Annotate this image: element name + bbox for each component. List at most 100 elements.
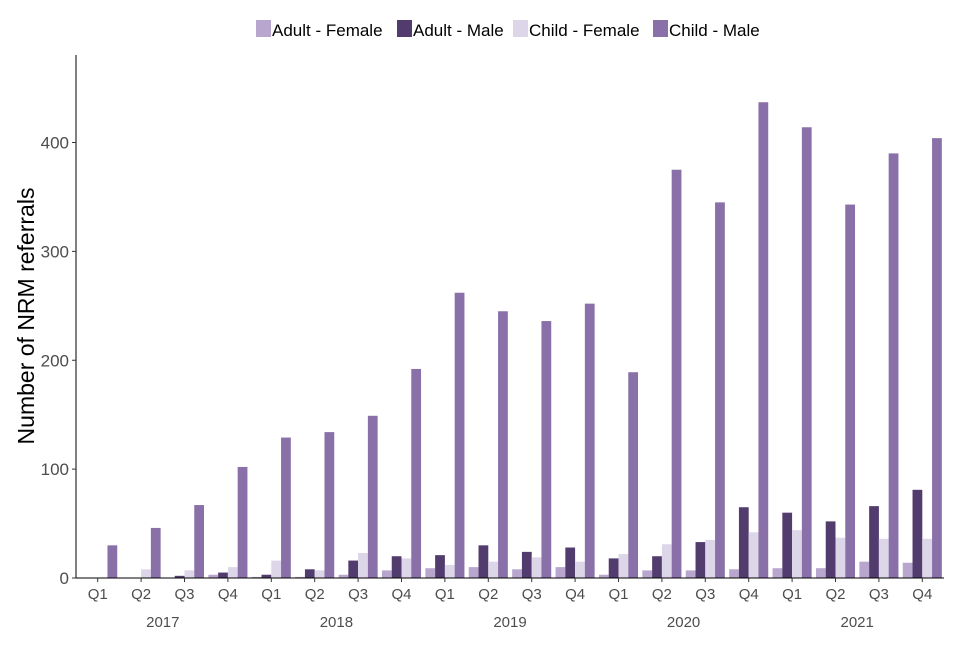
bar-child-male-10 (541, 321, 552, 578)
bar-child-male-5 (324, 432, 335, 578)
bar-adult-female-9 (468, 567, 479, 578)
bar-adult-male-13 (652, 556, 662, 578)
bar-adult-male-14 (695, 542, 706, 578)
bar-adult-female-18 (859, 561, 870, 578)
x-tick-label: Q3 (522, 586, 542, 603)
year-label: 2019 (493, 614, 526, 631)
bar-child-female-8 (444, 564, 455, 578)
x-tick-label: Q2 (652, 586, 672, 603)
bar-adult-male-9 (478, 545, 489, 578)
bar-child-male-7 (411, 368, 422, 578)
x-tick-label: Q3 (348, 586, 368, 603)
y-tick-label: 400 (41, 134, 69, 153)
bar-adult-female-14 (685, 570, 696, 578)
bar-adult-male-10 (521, 551, 532, 578)
x-tick-label: Q3 (174, 586, 194, 603)
y-tick-label: 300 (41, 242, 69, 261)
y-axis-title: Number of NRM referrals (13, 188, 39, 445)
bar-child-male-18 (888, 153, 899, 578)
bar-child-male-17 (845, 204, 856, 578)
x-tick-label: Q4 (391, 586, 411, 603)
x-tick-label: Q2 (825, 586, 845, 603)
bar-adult-female-17 (815, 568, 826, 578)
bar-adult-male-4 (261, 574, 272, 578)
bar-child-male-19 (932, 138, 942, 578)
x-tick-label: Q4 (218, 586, 238, 603)
bar-adult-female-8 (425, 568, 436, 578)
y-tick-label: 0 (60, 569, 69, 588)
bar-child-female-6 (358, 552, 368, 578)
bar-child-female-12 (618, 554, 629, 578)
bar-child-female-2 (184, 570, 195, 578)
bar-child-female-7 (401, 558, 412, 578)
legend-swatch (653, 20, 668, 37)
x-tick-label: Q2 (305, 586, 325, 603)
bar-adult-male-11 (565, 547, 576, 578)
bar-child-male-12 (628, 372, 639, 578)
bar-child-male-2 (194, 505, 205, 578)
bar-child-female-1 (141, 569, 151, 578)
bar-child-male-3 (237, 466, 248, 578)
bar-child-male-0 (107, 545, 118, 578)
legend-label: Child - Female (529, 21, 640, 40)
x-tick-label: Q3 (869, 586, 889, 603)
bar-child-male-14 (715, 202, 725, 578)
bar-child-female-15 (748, 532, 759, 578)
bar-adult-female-15 (729, 569, 739, 578)
bar-adult-female-10 (512, 569, 522, 578)
x-tick-label: Q4 (565, 586, 585, 603)
legend-swatch (397, 20, 412, 37)
legend-swatch (256, 20, 271, 37)
x-tick-label: Q1 (435, 586, 455, 603)
year-label: 2020 (667, 614, 700, 631)
year-label: 2021 (841, 614, 874, 631)
bar-child-female-14 (705, 539, 716, 578)
x-tick-label: Q4 (739, 586, 759, 603)
bar-adult-male-3 (218, 572, 228, 578)
bar-adult-male-6 (348, 560, 359, 578)
x-tick-label: Q1 (88, 586, 108, 603)
bar-child-female-5 (314, 570, 325, 578)
x-tick-label: Q2 (478, 586, 498, 603)
bar-child-male-13 (671, 169, 682, 578)
bar-adult-female-3 (208, 574, 219, 578)
bar-adult-female-4 (251, 576, 262, 578)
bar-adult-female-11 (555, 567, 566, 578)
bar-child-male-16 (801, 127, 812, 578)
bar-adult-male-12 (608, 558, 619, 578)
year-label: 2017 (146, 614, 179, 631)
x-tick-label: Q1 (261, 586, 281, 603)
ticks-group: 0 100 200 300 400 Q1 Q2 Q3 Q4 Q1 Q2 Q3 Q4 Q1 Q2 Q3 Q4 Q1 Q… (41, 134, 933, 632)
y-tick-label: 200 (41, 351, 69, 370)
bar-child-female-4 (271, 560, 282, 578)
bar-child-male-6 (367, 415, 378, 578)
bar-child-male-4 (281, 437, 291, 578)
bar-adult-female-6 (338, 574, 349, 578)
bar-child-female-18 (878, 538, 889, 578)
bar-child-female-17 (835, 537, 846, 578)
bar-adult-male-2 (174, 575, 185, 578)
bar-adult-male-15 (738, 507, 749, 578)
bar-child-female-3 (227, 567, 238, 578)
x-tick-label: Q4 (912, 586, 932, 603)
bar-child-female-16 (792, 530, 802, 578)
legend-label: Child - Male (669, 21, 760, 40)
bar-adult-male-7 (391, 556, 402, 578)
legend-swatch (513, 20, 528, 37)
bar-child-male-1 (150, 527, 161, 578)
bar-adult-female-5 (295, 576, 305, 578)
x-tick-label: Q1 (608, 586, 628, 603)
bar-adult-female-16 (772, 568, 783, 578)
legend-label: Adult - Male (413, 21, 504, 40)
bar-adult-female-7 (381, 570, 392, 578)
bar-adult-male-17 (825, 521, 836, 578)
bar-child-female-13 (661, 544, 672, 578)
bar-child-female-11 (575, 561, 585, 578)
legend: Adult - Female Adult - Male Child - Female… (256, 20, 760, 40)
bars-group (107, 102, 942, 578)
bar-adult-male-16 (782, 512, 793, 578)
bar-adult-male-19 (912, 489, 923, 578)
bar-adult-female-19 (902, 562, 913, 578)
